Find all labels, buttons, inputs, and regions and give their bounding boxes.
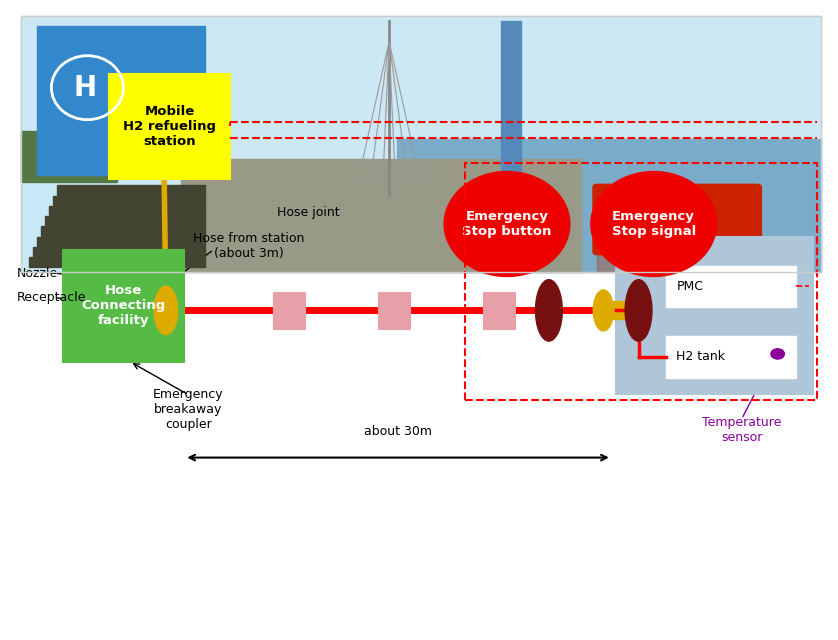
Bar (45, 216, 205, 226)
Bar (465, 163, 817, 400)
Circle shape (771, 349, 784, 359)
Bar (37, 26, 205, 175)
Bar (181, 159, 582, 272)
Text: Temperature
sensor: Temperature sensor (702, 416, 781, 444)
Text: H: H (639, 198, 651, 212)
Bar (21, 131, 117, 182)
Ellipse shape (625, 280, 652, 341)
Bar (37, 237, 205, 246)
Bar (21, 16, 821, 272)
Bar (611, 301, 626, 319)
Text: PMC: PMC (676, 280, 703, 293)
Bar (378, 292, 410, 329)
Bar (21, 16, 821, 182)
Text: Hose joint: Hose joint (277, 206, 339, 219)
Ellipse shape (591, 172, 716, 276)
Bar (57, 186, 205, 195)
Bar (33, 247, 205, 257)
Text: Emergency
Stop signal: Emergency Stop signal (612, 210, 696, 238)
Text: Hose from station
(about 3m): Hose from station (about 3m) (193, 232, 304, 260)
Bar (483, 292, 515, 329)
Bar (21, 16, 821, 272)
Bar (273, 292, 305, 329)
Text: Emergency
Stop button: Emergency Stop button (463, 210, 551, 238)
Text: YANMAR: YANMAR (660, 225, 694, 232)
Bar (41, 227, 205, 236)
Bar (53, 196, 205, 205)
Bar (13, 10, 830, 278)
Bar (501, 21, 521, 195)
Ellipse shape (154, 286, 178, 335)
Text: Hose
Connecting
facility: Hose Connecting facility (81, 284, 166, 327)
Bar (63, 250, 184, 362)
FancyBboxPatch shape (593, 184, 762, 255)
Bar (666, 266, 796, 307)
Text: Mobile
H2 refueling
station: Mobile H2 refueling station (123, 105, 216, 148)
Ellipse shape (444, 172, 570, 276)
Text: about 30m: about 30m (364, 426, 432, 438)
Text: Emergency
breakaway
coupler: Emergency breakaway coupler (153, 388, 224, 431)
Bar (397, 139, 821, 272)
Bar (29, 257, 205, 267)
Bar (597, 246, 758, 272)
Ellipse shape (535, 280, 562, 341)
Bar (616, 237, 813, 394)
Text: FC boat: FC boat (683, 336, 746, 351)
Text: H: H (74, 74, 96, 102)
Ellipse shape (593, 290, 613, 331)
Text: Receptacle: Receptacle (17, 291, 86, 304)
Bar (666, 336, 796, 378)
Text: H2 tank: H2 tank (676, 350, 725, 364)
Bar (49, 206, 205, 216)
Text: Nozzle: Nozzle (17, 267, 58, 280)
Bar (109, 74, 230, 179)
